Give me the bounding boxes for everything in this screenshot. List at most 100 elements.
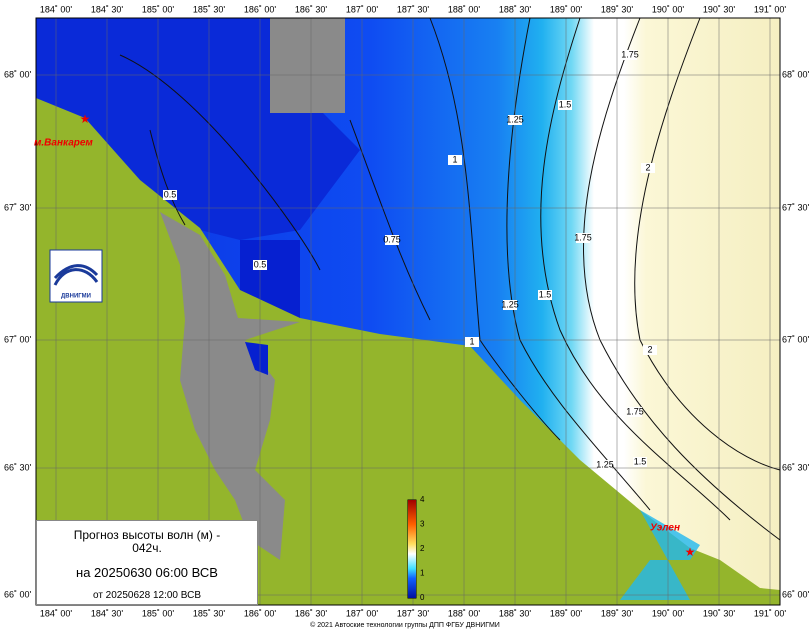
lon-label: 188˚ 00' bbox=[448, 608, 481, 618]
lat-label: 67˚ 00' bbox=[4, 334, 32, 344]
colorbar-label: 0 bbox=[420, 593, 425, 602]
lon-label: 187˚ 00' bbox=[346, 608, 379, 618]
lon-label: 184˚ 30' bbox=[91, 608, 124, 618]
lon-label: 186˚ 30' bbox=[295, 4, 328, 14]
land-mask bbox=[270, 18, 345, 113]
lat-label: 67˚ 30' bbox=[4, 202, 32, 212]
contour-label-bg bbox=[508, 115, 522, 125]
contour-label-bg bbox=[503, 300, 517, 310]
contour bbox=[634, 17, 781, 471]
contour-label: 2 bbox=[647, 344, 652, 354]
lagoon bbox=[160, 212, 300, 560]
lon-label: 185˚ 00' bbox=[142, 4, 175, 14]
lat-label: 67˚ 30' bbox=[782, 202, 810, 212]
contour bbox=[540, 17, 731, 521]
lat-label: 67˚ 00' bbox=[782, 334, 810, 344]
lon-label: 184˚ 00' bbox=[40, 608, 73, 618]
lon-label: 188˚ 30' bbox=[499, 4, 532, 14]
contour-label-bg bbox=[623, 50, 637, 60]
place-label: Уэлен bbox=[650, 523, 680, 534]
lon-label: 191˚ 00' bbox=[754, 4, 787, 14]
lon-label: 186˚ 00' bbox=[244, 608, 277, 618]
contour-label-bg bbox=[576, 233, 590, 243]
colorbar-label: 2 bbox=[420, 544, 425, 553]
lagoon-water bbox=[245, 342, 268, 375]
lon-label: 189˚ 00' bbox=[550, 4, 583, 14]
legend: Прогноз высоты волн (м) - 042ч. на 20250… bbox=[36, 520, 258, 605]
contour-label-bg bbox=[628, 407, 642, 417]
star: ★ bbox=[80, 112, 91, 126]
lon-label: 186˚ 30' bbox=[295, 608, 328, 618]
contour-label-bg bbox=[253, 260, 267, 270]
lat-label: 66˚ 00' bbox=[4, 589, 32, 599]
contour-label: 1 bbox=[452, 154, 457, 164]
contour-label-bg bbox=[558, 100, 572, 110]
contour-label-bg bbox=[163, 190, 177, 200]
colorbar-label: 4 bbox=[420, 495, 425, 504]
contour-label: 1.75 bbox=[574, 232, 592, 242]
colorbar-label: 3 bbox=[420, 520, 425, 529]
contour-label-bg bbox=[538, 290, 552, 300]
lon-label: 189˚ 30' bbox=[601, 608, 634, 618]
lon-label: 187˚ 30' bbox=[397, 4, 430, 14]
logo: ДВНИГМИ bbox=[49, 249, 103, 303]
contour-label: 2 bbox=[645, 162, 650, 172]
lon-label: 189˚ 00' bbox=[550, 608, 583, 618]
lon-label: 191˚ 00' bbox=[754, 608, 787, 618]
legend-valid: на 20250630 06:00 ВСВ bbox=[76, 565, 218, 580]
lon-label: 185˚ 00' bbox=[142, 608, 175, 618]
lon-label: 190˚ 30' bbox=[703, 4, 736, 14]
lon-label: 187˚ 00' bbox=[346, 4, 379, 14]
footer: © 2021 Автоские технологии группы ДПП ФГ… bbox=[310, 621, 500, 629]
contour-label: 1.25 bbox=[501, 299, 519, 309]
contour-label: 1.75 bbox=[626, 406, 644, 416]
lon-label: 188˚ 30' bbox=[499, 608, 532, 618]
contour-label-bg bbox=[448, 155, 462, 165]
lat-label: 66˚ 30' bbox=[4, 462, 32, 472]
contour-label: 0.5 bbox=[254, 259, 267, 269]
lon-label: 184˚ 30' bbox=[91, 4, 124, 14]
contour bbox=[119, 54, 321, 271]
lon-label: 184˚ 00' bbox=[40, 4, 73, 14]
contour-label: 1.25 bbox=[596, 459, 614, 469]
colorbar bbox=[408, 500, 416, 598]
contour bbox=[429, 17, 561, 441]
lon-label: 190˚ 00' bbox=[652, 608, 685, 618]
frame bbox=[35, 17, 781, 606]
lon-label: 190˚ 00' bbox=[652, 4, 685, 14]
contour-label-bg bbox=[643, 345, 657, 355]
contour-label: 1.5 bbox=[634, 456, 647, 466]
contour-label: 1.5 bbox=[559, 99, 572, 109]
contour-label: 0.5 bbox=[164, 189, 177, 199]
contour-label: 0.75 bbox=[383, 234, 401, 244]
lon-label: 187˚ 30' bbox=[397, 608, 430, 618]
legend-issued: от 20250628 12:00 ВСВ bbox=[92, 590, 201, 601]
contour-label: 1.5 bbox=[539, 289, 552, 299]
contour bbox=[149, 129, 186, 226]
logo-text: ДВНИГМИ bbox=[61, 294, 91, 300]
contour-label-bg bbox=[385, 235, 399, 245]
contour-label: 1 bbox=[469, 336, 474, 346]
lon-label: 186˚ 00' bbox=[244, 4, 277, 14]
contour bbox=[583, 17, 781, 541]
lon-label: 188˚ 00' bbox=[448, 4, 481, 14]
lat-label: 68˚ 00' bbox=[782, 69, 810, 79]
contour-label-bg bbox=[465, 337, 479, 347]
contour-label-bg bbox=[633, 457, 647, 467]
lon-label: 190˚ 30' bbox=[703, 608, 736, 618]
shelf bbox=[620, 510, 700, 600]
lat-label: 66˚ 30' bbox=[782, 462, 810, 472]
contour-label-bg bbox=[641, 163, 655, 173]
contour-label: 1.75 bbox=[621, 49, 639, 59]
colorbar-label: 1 bbox=[420, 569, 425, 578]
legend-title: Прогноз высоты волн (м) - 042ч. bbox=[73, 528, 221, 555]
place-label: м.Ванкарем bbox=[34, 138, 93, 149]
contour-label-bg bbox=[598, 460, 612, 470]
contour-label: 1.25 bbox=[506, 114, 524, 124]
lon-label: 189˚ 30' bbox=[601, 4, 634, 14]
lon-label: 185˚ 30' bbox=[193, 4, 226, 14]
lon-label: 185˚ 30' bbox=[193, 608, 226, 618]
lat-label: 66˚ 00' bbox=[782, 589, 810, 599]
